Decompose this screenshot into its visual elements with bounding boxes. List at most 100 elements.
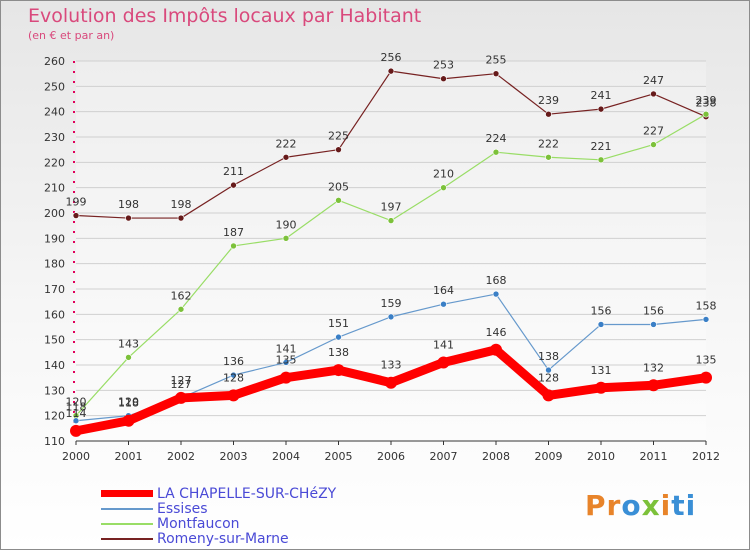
data-label: 227 <box>643 125 664 138</box>
data-label: 120 <box>118 396 139 409</box>
data-point <box>490 343 502 356</box>
legend-label: LA CHAPELLE-SUR-CHéZY <box>157 485 337 502</box>
y-tick-label: 160 <box>44 308 65 321</box>
data-point <box>177 214 185 222</box>
data-label: 168 <box>486 274 507 287</box>
data-point <box>125 214 132 222</box>
data-point <box>702 110 710 118</box>
x-tick-label: 2012 <box>692 450 720 463</box>
legend-item-montfaucon: Montfaucon <box>101 516 240 532</box>
data-label: 133 <box>381 359 402 372</box>
y-tick-label: 210 <box>44 182 65 195</box>
data-label: 128 <box>223 371 244 384</box>
legend-item-essises: Essises <box>101 501 208 517</box>
data-point <box>650 141 657 148</box>
data-point <box>597 321 605 328</box>
x-tick-label: 2005 <box>325 450 353 463</box>
data-label: 256 <box>381 51 402 64</box>
data-point <box>70 424 82 437</box>
data-point <box>282 235 290 242</box>
data-point <box>335 146 342 153</box>
data-point <box>387 217 395 224</box>
y-tick-label: 140 <box>44 359 65 372</box>
legend-swatch <box>101 507 153 510</box>
data-point <box>175 391 187 404</box>
data-point <box>650 90 657 98</box>
data-point <box>492 148 500 156</box>
y-tick-label: 130 <box>44 384 65 397</box>
chart-title: Evolution des Impôts locaux par Habitant <box>28 5 422 27</box>
data-label: 222 <box>276 137 297 150</box>
data-point <box>282 359 290 366</box>
data-label: 211 <box>223 165 244 178</box>
data-point <box>230 181 237 189</box>
x-tick-label: 2007 <box>430 450 458 463</box>
y-tick-label: 150 <box>44 334 65 347</box>
data-label: 253 <box>433 59 454 72</box>
data-label: 190 <box>276 218 297 231</box>
data-point <box>335 197 342 204</box>
x-tick-label: 2002 <box>167 450 195 463</box>
data-label: 131 <box>591 364 612 377</box>
data-point <box>597 105 605 113</box>
y-tick-label: 230 <box>44 131 65 144</box>
data-label: 135 <box>276 354 297 367</box>
data-point <box>72 212 80 219</box>
y-tick-label: 250 <box>44 80 65 93</box>
data-label: 127 <box>171 374 192 387</box>
data-label: 221 <box>591 140 612 153</box>
data-label: 159 <box>381 297 402 310</box>
data-label: 120 <box>66 396 87 409</box>
y-tick-label: 260 <box>44 55 65 68</box>
data-label: 143 <box>118 337 139 350</box>
data-label: 141 <box>433 338 454 351</box>
data-point <box>387 313 395 321</box>
x-tick-label: 2011 <box>640 450 668 463</box>
data-point <box>385 376 397 389</box>
data-label: 198 <box>171 198 192 211</box>
data-point <box>335 333 342 341</box>
data-label: 197 <box>381 201 402 214</box>
data-point <box>492 70 500 77</box>
y-tick-label: 220 <box>44 156 65 169</box>
data-point <box>122 414 135 427</box>
x-tick-label: 2010 <box>587 450 615 463</box>
data-label: 210 <box>433 168 454 181</box>
data-label: 138 <box>538 350 559 363</box>
data-label: 135 <box>696 354 717 367</box>
data-label: 118 <box>66 401 87 414</box>
data-point <box>332 364 345 377</box>
data-point <box>280 371 292 384</box>
data-point <box>597 156 605 164</box>
data-point <box>545 110 552 118</box>
x-tick-label: 2000 <box>62 450 90 463</box>
data-label: 238 <box>696 97 717 110</box>
proxiti-logo: Proxiti <box>585 489 697 522</box>
x-tick-label: 2003 <box>220 450 248 463</box>
legend-item-romeny: Romeny-sur-Marne <box>101 531 289 547</box>
data-point <box>492 290 500 298</box>
data-label: 162 <box>171 289 192 302</box>
y-tick-label: 200 <box>44 207 65 220</box>
legend-item-la-chapelle: LA CHAPELLE-SUR-CHéZY <box>101 485 337 502</box>
y-tick-label: 110 <box>44 435 65 448</box>
data-point <box>177 305 185 313</box>
data-point <box>227 389 240 402</box>
data-label: 198 <box>118 198 139 211</box>
data-point <box>545 366 552 374</box>
data-label: 187 <box>223 226 244 239</box>
y-tick-label: 170 <box>44 283 65 296</box>
x-tick-label: 2009 <box>535 450 563 463</box>
x-tick-label: 2001 <box>115 450 143 463</box>
data-point <box>440 300 447 308</box>
data-label: 222 <box>538 137 559 150</box>
data-label: 239 <box>696 94 717 107</box>
data-point <box>647 379 660 392</box>
data-label: 255 <box>486 54 507 67</box>
data-label: 146 <box>486 326 507 339</box>
data-point <box>595 381 607 394</box>
legend-swatch <box>101 522 153 525</box>
y-tick-label: 120 <box>44 410 65 423</box>
